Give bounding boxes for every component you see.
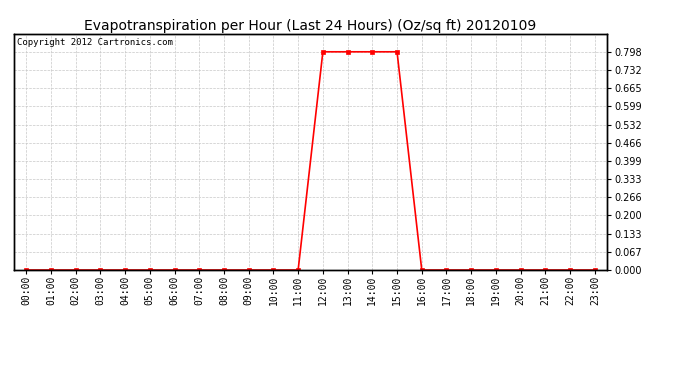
Title: Evapotranspiration per Hour (Last 24 Hours) (Oz/sq ft) 20120109: Evapotranspiration per Hour (Last 24 Hou…	[84, 19, 537, 33]
Text: Copyright 2012 Cartronics.com: Copyright 2012 Cartronics.com	[17, 39, 172, 48]
